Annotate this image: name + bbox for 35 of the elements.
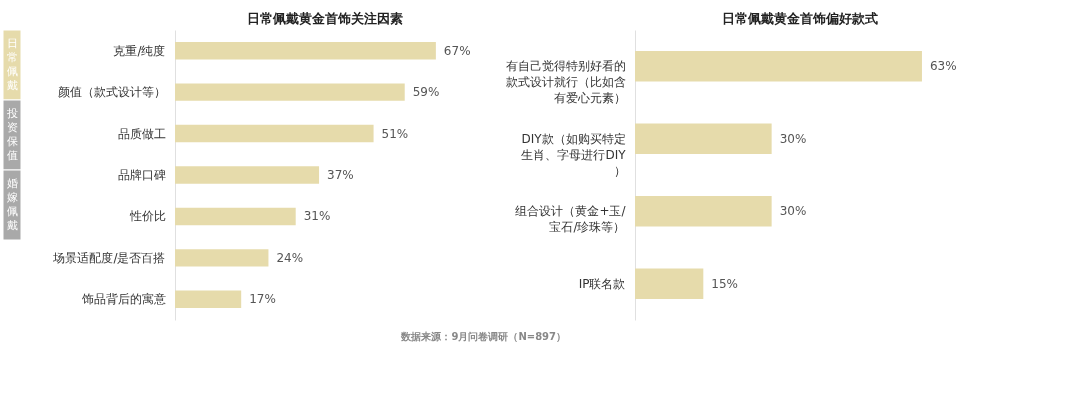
- data-label: 67%: [443, 43, 471, 58]
- data-label: 17%: [249, 292, 276, 307]
- y-tick-label: 有自己觉得特别好看的款式设计就行（比如含有爱心元素）: [505, 59, 626, 106]
- text: 婚嫁佩戴: [6, 177, 18, 232]
- y-tick-label: 性价比: [128, 209, 166, 224]
- text: 投资保值: [5, 107, 18, 162]
- data-label: 59%: [412, 85, 440, 100]
- text: 日常佩戴: [6, 37, 18, 92]
- bar: [175, 83, 405, 101]
- chart-title: 日常佩戴黄金首饰偏好款式: [722, 11, 878, 26]
- data-label: 37%: [327, 168, 354, 182]
- y-tick-label: 克重/纯度: [113, 43, 166, 58]
- data-label: 30%: [779, 131, 807, 146]
- bar: [175, 124, 374, 143]
- chart-title: 日常佩戴黄金首饰关注因素: [247, 11, 403, 26]
- y-tick-label: IP联名款: [578, 276, 626, 291]
- y-tick-label: 场景适配度/是否百搭: [52, 250, 166, 265]
- y-tick-label: 饰品背后的寓意: [80, 292, 166, 307]
- y-tick-label: DIY款（如购买特定生肖、字母进行DIY）: [521, 131, 627, 178]
- data-label: 63%: [929, 59, 957, 74]
- y-tick-label: 品质做工: [117, 126, 166, 141]
- data-label: 15%: [711, 276, 738, 291]
- data-label: 30%: [779, 204, 807, 219]
- y-tick-label: 颜值（款式设计等）: [57, 85, 166, 100]
- bar: [175, 166, 320, 184]
- data-label: 24%: [276, 250, 304, 265]
- y-tick-label: 品牌口碑: [117, 168, 166, 182]
- source-note: 数据来源：9月问卷调研（N=897）: [400, 331, 567, 342]
- data-label: 51%: [381, 126, 409, 141]
- bar: [175, 249, 269, 267]
- data-label: 31%: [303, 209, 331, 224]
- bar: [175, 207, 296, 226]
- y-tick-label: 组合设计（黄金+玉/宝石/珍珠等）: [515, 204, 627, 235]
- bar: [175, 290, 242, 308]
- bar: [175, 42, 436, 60]
